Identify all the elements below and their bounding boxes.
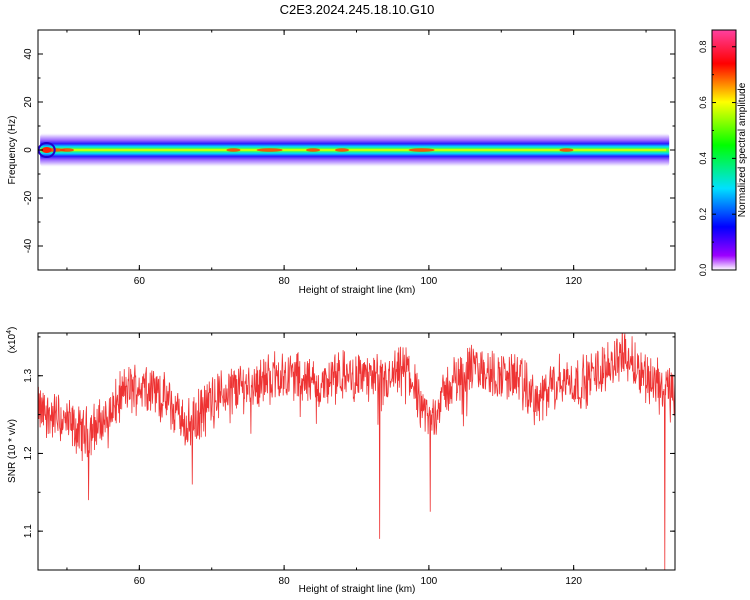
spectrogram-xtick-label: 120 (565, 276, 582, 287)
spectrogram-xlabel: Height of straight line (km) (299, 285, 416, 296)
colorbar-gradient (711, 29, 737, 271)
spectrogram-xtick-label: 100 (421, 276, 438, 287)
spectral-edge-artifact (41, 147, 52, 153)
spectrogram-ytick-label: -20 (23, 190, 34, 205)
snr-series-line (38, 333, 675, 570)
spectrogram-axes: 60 80 100 120 40 20 0 -20 -40 (23, 29, 675, 287)
snr-xtick-label: 120 (565, 576, 582, 587)
colorbar-label: Normalized spectral amplitude (737, 82, 748, 217)
snr-ylabel: SNR (10 * v/v) (7, 419, 18, 483)
colorbar-tick-label: 0.2 (698, 208, 708, 221)
snr-ytick-label: 1.1 (23, 524, 34, 538)
spectral-hot-spot (408, 148, 435, 152)
spectral-band-core (43, 148, 667, 152)
spectrogram-plot-area (38, 132, 670, 168)
spectral-hot-spot (59, 148, 74, 152)
colorbar-tick-label: 0.0 (698, 264, 708, 277)
colorbar-tick-label: 0.8 (698, 40, 708, 53)
spectrogram-xtick-label: 60 (134, 276, 146, 287)
snr-multiplier-base: (x10 (7, 333, 18, 353)
snr-xtick-label: 100 (421, 576, 438, 587)
colorbar-tick-label: 0.4 (698, 152, 708, 165)
spectrogram-ytick-label: -40 (23, 238, 34, 253)
snr-xtick-label: 80 (279, 576, 291, 587)
figure-title: C2E3.2024.245.18.10.G10 (280, 2, 435, 17)
colorbar-tick-label: 0.6 (698, 96, 708, 109)
spectral-hot-spot (226, 148, 241, 152)
colorbar-axes: 0.0 0.2 0.4 0.6 0.8 (698, 40, 736, 276)
snr-ytick-label: 1.2 (23, 446, 34, 460)
spectrogram-ylabel: Frequency (Hz) (7, 116, 18, 185)
snr-ytick-label: 1.3 (23, 368, 34, 382)
snr-xlabel: Height of straight line (km) (299, 584, 416, 595)
snr-panel: 60 80 100 120 1.1 1.2 1.3 Height of straight l… (6, 327, 676, 595)
spectral-hot-spot (559, 148, 574, 152)
spectrogram-ytick-label: 0 (23, 147, 34, 153)
snr-multiplier-exp: 4 (6, 330, 13, 334)
spectrogram-ytick-label: 20 (23, 96, 34, 108)
snr-plot-area (38, 333, 675, 570)
spectrogram-panel: 60 80 100 120 40 20 0 -20 -40 Height of straight… (7, 29, 676, 296)
colorbar: 0.0 0.2 0.4 0.6 0.8 Normalized spectral ampl… (698, 29, 748, 276)
spectrogram-xtick-label: 80 (279, 276, 291, 287)
spectral-hot-spot (256, 148, 283, 152)
snr-xtick-label: 60 (134, 576, 146, 587)
spectral-hot-spot (335, 148, 350, 152)
svg-text:(x104): (x104) (6, 327, 18, 354)
snr-multiplier: (x104) (6, 327, 18, 354)
spectrogram-ytick-label: 40 (23, 48, 34, 60)
snr-axes: 60 80 100 120 1.1 1.2 1.3 (23, 333, 675, 587)
spectral-hot-spot (306, 148, 321, 152)
